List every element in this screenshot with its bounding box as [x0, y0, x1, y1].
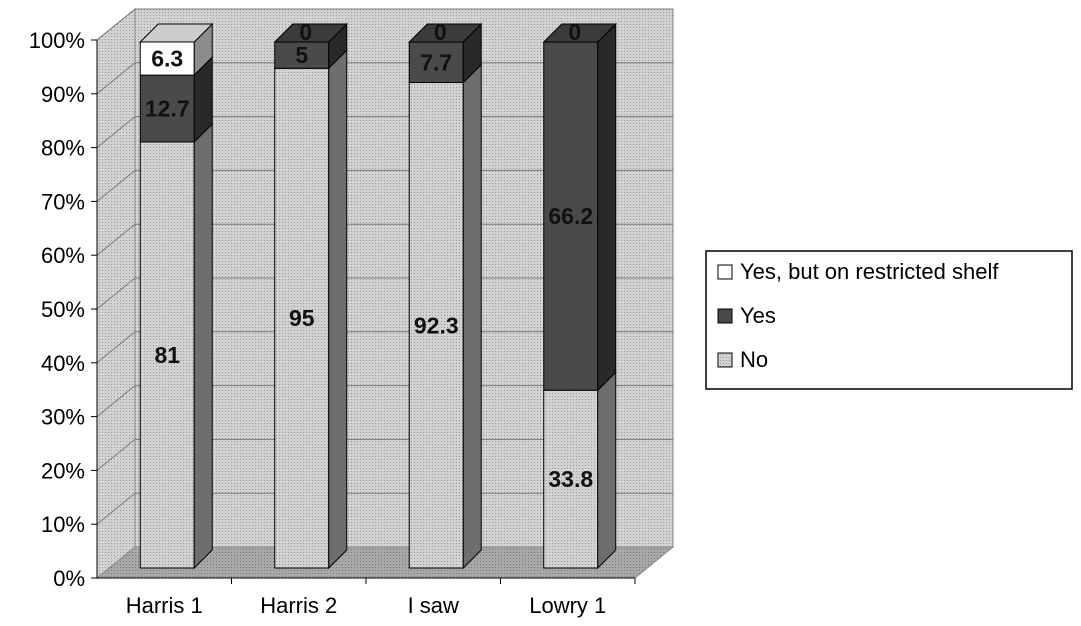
data-label: 0 [434, 19, 447, 45]
gridlines [96, 8, 673, 525]
x-category-label: Harris 2 [260, 593, 337, 618]
x-category-label: I saw [408, 593, 459, 618]
gridline [96, 8, 673, 41]
legend-entry: No [740, 347, 768, 372]
y-tick-label: 80% [41, 136, 85, 161]
gridline [96, 385, 673, 417]
y-tick-label: 0% [53, 566, 85, 591]
gridline [96, 277, 673, 310]
data-label: 7.7 [420, 49, 452, 75]
bar-side [597, 22, 617, 392]
data-label: 81 [154, 342, 180, 368]
y-tick-label: 10% [41, 512, 85, 537]
legend-swatch [717, 264, 733, 280]
y-tick-label: 60% [41, 243, 85, 268]
bar-segment-yes [543, 41, 599, 391]
gridline [96, 492, 673, 525]
data-label: 33.8 [548, 466, 593, 492]
legend-swatch [717, 352, 733, 368]
data-label: 6.3 [151, 46, 183, 72]
bar-top [273, 23, 348, 43]
data-label: 66.2 [548, 203, 593, 229]
bar-top [542, 23, 617, 43]
y-tick-label: 50% [41, 297, 85, 322]
data-label: 92.3 [414, 312, 459, 338]
x-category-label: Lowry 1 [529, 593, 606, 618]
bar-top [139, 23, 214, 43]
y-tick-label: 70% [41, 189, 85, 214]
legend-box [705, 250, 1073, 390]
y-tick-label: 30% [41, 405, 85, 430]
y-tick-label: 100% [29, 28, 85, 53]
gridline [96, 331, 673, 364]
bar-segment-yes [274, 41, 330, 69]
bar-segment-no [274, 67, 330, 569]
data-label: 5 [295, 42, 308, 68]
data-label: 0 [568, 19, 581, 45]
bar-segment-yes [408, 41, 464, 84]
y-tick-label: 40% [41, 351, 85, 376]
bar-side [597, 371, 617, 570]
gridline [96, 223, 673, 256]
legend: Yes, but on restricted shelf Yes No [705, 250, 1073, 390]
gridline [96, 169, 673, 202]
bar-segment-yes-but-on-restricted-shelf [139, 41, 195, 76]
gridline [96, 438, 673, 471]
bar-side [328, 49, 348, 570]
axes: 0% 10% 20% 30% 40% 50% 60% 70% 80% 90% 100% Harris … [29, 28, 636, 618]
bar-segment-no [408, 82, 464, 569]
gridline [96, 116, 673, 148]
legend-swatch [717, 308, 733, 324]
bar-top [408, 23, 483, 43]
y-tick-label: 20% [41, 458, 85, 483]
bar-side [193, 122, 213, 570]
data-label: 0 [299, 19, 312, 45]
gridline [96, 62, 673, 95]
bar-segment-no [543, 389, 599, 569]
data-label: 95 [289, 305, 315, 331]
data-label: 12.7 [145, 96, 190, 122]
legend-entry: Yes, but on restricted shelf [740, 259, 999, 284]
legend-entry: Yes [740, 303, 776, 328]
x-category-label: Harris 1 [126, 593, 203, 618]
y-tick-label: 90% [41, 82, 85, 107]
bar-side [462, 63, 482, 570]
